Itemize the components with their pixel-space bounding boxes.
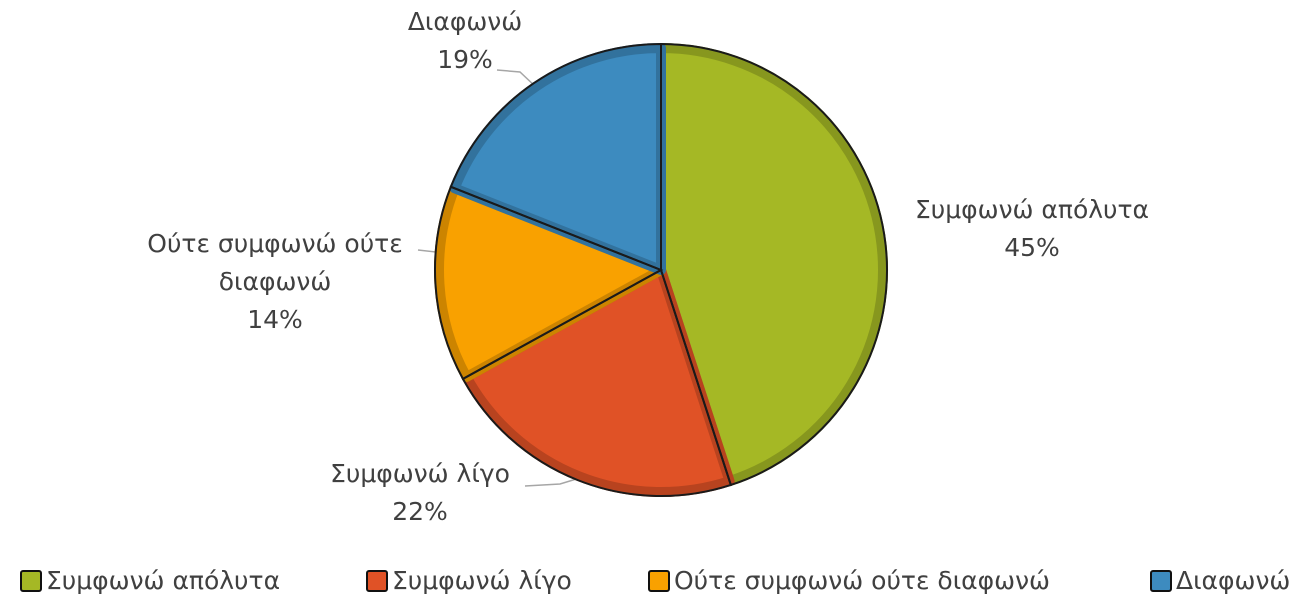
legend-label: Διαφωνώ	[1176, 566, 1291, 595]
pie-slice	[656, 43, 888, 487]
slice-edge	[461, 268, 733, 497]
slice-edge	[449, 42, 662, 272]
legend-label: Συμφωνώ λίγο	[392, 566, 572, 595]
data-label-value: 45%	[1004, 233, 1060, 262]
slice-edge	[434, 185, 664, 381]
data-label-value: 22%	[392, 497, 448, 526]
legend-label: Ούτε συμφωνώ ούτε διαφωνώ	[674, 566, 1050, 595]
data-label-name: Ούτε συμφωνώ ούτε διαφωνώ	[147, 229, 403, 296]
pie-slice	[461, 265, 735, 497]
data-label-name: Διαφωνώ	[407, 7, 523, 36]
legend-swatch	[20, 569, 42, 592]
legend-item: Διαφωνώ	[1150, 566, 1290, 595]
data-label: Συμφωνώ απόλυτα 45%	[872, 191, 1192, 267]
data-label: Διαφωνώ 19%	[365, 3, 565, 79]
data-label-name: Συμφωνώ λίγο	[330, 459, 510, 488]
pie-slice	[449, 43, 666, 275]
pie-slice	[434, 183, 666, 382]
legend-item: Συμφωνώ απόλυτα	[20, 566, 280, 595]
legend-swatch	[366, 569, 388, 592]
slice-edge	[660, 42, 888, 487]
legend-item: Ούτε συμφωνώ ούτε διαφωνώ	[648, 566, 1050, 595]
data-label: Συμφωνώ λίγο 22%	[290, 455, 550, 531]
legend-label: Συμφωνώ απόλυτα	[46, 566, 281, 595]
leader-line	[496, 69, 538, 89]
data-label-value: 19%	[437, 45, 493, 74]
data-label-value: 14%	[247, 305, 303, 334]
legend-swatch	[1150, 569, 1172, 592]
data-label: Ούτε συμφωνώ ούτε διαφωνώ 14%	[125, 225, 425, 339]
legend-swatch	[648, 569, 670, 592]
legend-item: Συμφωνώ λίγο	[366, 566, 572, 595]
data-label-name: Συμφωνώ απόλυτα	[914, 195, 1150, 224]
